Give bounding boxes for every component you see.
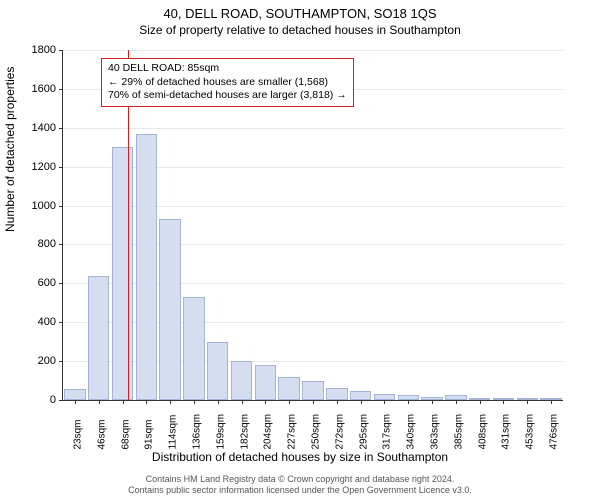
xtick-label: 91sqm (144, 419, 155, 449)
chart-container: 40, DELL ROAD, SOUTHAMPTON, SO18 1QS Siz… (0, 0, 600, 500)
histogram-bar (64, 389, 85, 400)
gridline (63, 128, 563, 129)
chart-area: 40 DELL ROAD: 85sqm ← 29% of detached ho… (62, 50, 562, 400)
xtick-label: 295sqm (358, 414, 369, 450)
xtick-label: 317sqm (382, 414, 393, 450)
annotation-line3: 70% of semi-detached houses are larger (… (108, 89, 347, 103)
xtick-mark (551, 400, 552, 404)
xtick-mark (337, 400, 338, 404)
ytick-mark (59, 89, 63, 90)
histogram-bar (207, 342, 228, 400)
histogram-bar (112, 147, 133, 400)
xtick-label: 250sqm (311, 414, 322, 450)
xtick-mark (218, 400, 219, 404)
histogram-bar (326, 388, 347, 400)
ytick-mark (59, 128, 63, 129)
xtick-label: 159sqm (215, 414, 226, 450)
annotation-box: 40 DELL ROAD: 85sqm ← 29% of detached ho… (101, 58, 354, 107)
x-axis-label: Distribution of detached houses by size … (0, 450, 600, 464)
xtick-label: 182sqm (239, 414, 250, 450)
annotation-line2: ← 29% of detached houses are smaller (1,… (108, 76, 347, 90)
ytick-mark (59, 400, 63, 401)
footer-line1: Contains HM Land Registry data © Crown c… (0, 474, 600, 485)
xtick-mark (170, 400, 171, 404)
ytick-label: 1800 (6, 44, 56, 56)
histogram-bar (278, 377, 299, 400)
annotation-line1: 40 DELL ROAD: 85sqm (108, 62, 347, 76)
gridline (63, 50, 563, 51)
histogram-bar (255, 365, 276, 400)
ytick-mark (59, 50, 63, 51)
xtick-label: 363sqm (430, 414, 441, 450)
xtick-label: 476sqm (549, 414, 560, 450)
histogram-bar (136, 134, 157, 400)
plot-region: 40 DELL ROAD: 85sqm ← 29% of detached ho… (62, 50, 563, 401)
xtick-label: 408sqm (477, 414, 488, 450)
chart-subtitle: Size of property relative to detached ho… (0, 23, 600, 41)
xtick-label: 385sqm (453, 414, 464, 450)
xtick-label: 46sqm (96, 419, 107, 449)
histogram-bar (231, 361, 252, 400)
histogram-bar (183, 297, 204, 400)
footer-line2: Contains public sector information licen… (0, 485, 600, 496)
xtick-mark (289, 400, 290, 404)
xtick-mark (194, 400, 195, 404)
xtick-mark (408, 400, 409, 404)
y-axis-label: Number of detached properties (3, 67, 17, 232)
xtick-mark (456, 400, 457, 404)
xtick-mark (146, 400, 147, 404)
footer-attribution: Contains HM Land Registry data © Crown c… (0, 474, 600, 496)
ytick-mark (59, 322, 63, 323)
ytick-mark (59, 283, 63, 284)
xtick-mark (123, 400, 124, 404)
xtick-mark (99, 400, 100, 404)
histogram-bar (302, 381, 323, 400)
xtick-label: 23sqm (72, 419, 83, 449)
xtick-label: 136sqm (191, 414, 202, 450)
xtick-mark (265, 400, 266, 404)
xtick-mark (432, 400, 433, 404)
ytick-mark (59, 361, 63, 362)
ytick-label: 800 (6, 238, 56, 250)
xtick-label: 68sqm (120, 419, 131, 449)
chart-title: 40, DELL ROAD, SOUTHAMPTON, SO18 1QS (0, 0, 600, 23)
ytick-mark (59, 244, 63, 245)
xtick-label: 431sqm (501, 414, 512, 450)
xtick-label: 204sqm (263, 414, 274, 450)
xtick-label: 453sqm (525, 414, 536, 450)
histogram-bar (159, 219, 180, 400)
xtick-mark (480, 400, 481, 404)
xtick-mark (313, 400, 314, 404)
ytick-label: 0 (6, 394, 56, 406)
xtick-label: 340sqm (406, 414, 417, 450)
histogram-bar (350, 391, 371, 400)
xtick-mark (503, 400, 504, 404)
xtick-mark (75, 400, 76, 404)
xtick-mark (242, 400, 243, 404)
ytick-label: 200 (6, 355, 56, 367)
xtick-label: 272sqm (334, 414, 345, 450)
xtick-label: 114sqm (168, 415, 179, 450)
ytick-mark (59, 167, 63, 168)
xtick-mark (384, 400, 385, 404)
histogram-bar (88, 276, 109, 400)
xtick-mark (527, 400, 528, 404)
ytick-label: 400 (6, 316, 56, 328)
xtick-mark (361, 400, 362, 404)
ytick-label: 600 (6, 277, 56, 289)
ytick-mark (59, 206, 63, 207)
xtick-label: 227sqm (287, 414, 298, 450)
